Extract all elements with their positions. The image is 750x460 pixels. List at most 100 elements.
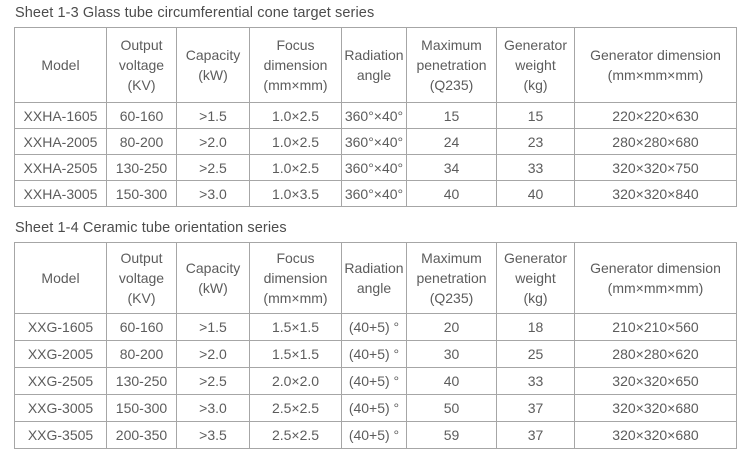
cell-radiation-angle: (40+5) °	[341, 367, 407, 395]
cell-max-penetration: 40	[406, 367, 497, 395]
cell-generator-dimension: 320×320×680	[574, 394, 737, 422]
cell-model: XXG-2505	[14, 367, 107, 395]
cell-output-voltage: 80-200	[106, 340, 177, 368]
cell-generator-dimension: 320×320×650	[574, 367, 737, 395]
cell-max-penetration: 59	[406, 421, 497, 449]
cell-generator-weight: 15	[496, 102, 575, 129]
cell-model: XXHA-2505	[14, 154, 107, 181]
column-header-capacity: Capacity (kW)	[176, 242, 250, 314]
column-header-generator-dimension: Generator dimension (mm×mm×mm)	[574, 27, 737, 103]
cell-focus-dimension: 1.0×2.5	[249, 154, 342, 181]
cell-generator-dimension: 280×280×620	[574, 340, 737, 368]
table-row: XXHA-2505 130-250 >2.5 1.0×2.5 360°×40° …	[14, 154, 737, 181]
cell-radiation-angle: (40+5) °	[341, 394, 407, 422]
glass-tube-section: Sheet 1-3 Glass tube circumferential con…	[14, 5, 737, 207]
cell-generator-weight: 33	[496, 367, 575, 395]
cell-capacity: >2.0	[176, 340, 250, 368]
cell-radiation-angle: (40+5) °	[341, 313, 407, 341]
header-row: Model Output voltage (KV) Capacity (kW) …	[14, 27, 737, 103]
cell-focus-dimension: 2.5×2.5	[249, 394, 342, 422]
cell-capacity: >2.5	[176, 367, 250, 395]
cell-generator-dimension: 210×210×560	[574, 313, 737, 341]
cell-max-penetration: 24	[406, 128, 497, 155]
table-row: XXHA-1605 60-160 >1.5 1.0×2.5 360°×40° 1…	[14, 102, 737, 129]
cell-generator-weight: 18	[496, 313, 575, 341]
cell-generator-dimension: 320×320×840	[574, 180, 737, 207]
sheet-1-3-title: Sheet 1-3 Glass tube circumferential con…	[15, 5, 375, 21]
cell-max-penetration: 15	[406, 102, 497, 129]
table-row: XXG-3005 150-300 >3.0 2.5×2.5 (40+5) ° 5…	[14, 394, 737, 422]
cell-focus-dimension: 2.0×2.0	[249, 367, 342, 395]
cell-output-voltage: 60-160	[106, 313, 177, 341]
table-row: XXG-2505 130-250 >2.5 2.0×2.0 (40+5) ° 4…	[14, 367, 737, 395]
cell-model: XXG-1605	[14, 313, 107, 341]
cell-output-voltage: 80-200	[106, 128, 177, 155]
cell-model: XXG-3505	[14, 421, 107, 449]
cell-radiation-angle: 360°×40°	[341, 154, 407, 181]
column-header-model: Model	[14, 242, 107, 314]
cell-output-voltage: 150-300	[106, 394, 177, 422]
cell-focus-dimension: 1.5×1.5	[249, 313, 342, 341]
cell-output-voltage: 130-250	[106, 154, 177, 181]
cell-output-voltage: 200-350	[106, 421, 177, 449]
cell-generator-dimension: 280×280×680	[574, 128, 737, 155]
column-header-max-penetration: Maximum penetration (Q235)	[406, 27, 497, 103]
cell-capacity: >3.0	[176, 180, 250, 207]
cell-generator-weight: 37	[496, 421, 575, 449]
cell-model: XXHA-3005	[14, 180, 107, 207]
table-row: XXG-1605 60-160 >1.5 1.5×1.5 (40+5) ° 20…	[14, 313, 737, 341]
cell-generator-weight: 25	[496, 340, 575, 368]
cell-output-voltage: 60-160	[106, 102, 177, 129]
cell-focus-dimension: 1.0×3.5	[249, 180, 342, 207]
glass-tube-spec-table: Model Output voltage (KV) Capacity (kW) …	[14, 27, 737, 207]
cell-max-penetration: 30	[406, 340, 497, 368]
cell-radiation-angle: (40+5) °	[341, 340, 407, 368]
header-row: Model Output voltage (KV) Capacity (kW) …	[14, 242, 737, 314]
column-header-radiation-angle: Radiation angle	[341, 242, 407, 314]
column-header-output-voltage: Output voltage (KV)	[106, 242, 177, 314]
cell-output-voltage: 130-250	[106, 367, 177, 395]
table-row: XXG-3505 200-350 >3.5 2.5×2.5 (40+5) ° 5…	[14, 421, 737, 449]
column-header-generator-weight: Generator weight (kg)	[496, 242, 575, 314]
column-header-output-voltage: Output voltage (KV)	[106, 27, 177, 103]
cell-output-voltage: 150-300	[106, 180, 177, 207]
cell-capacity: >2.5	[176, 154, 250, 181]
table-row: XXG-2005 80-200 >2.0 1.5×1.5 (40+5) ° 30…	[14, 340, 737, 368]
cell-max-penetration: 40	[406, 180, 497, 207]
table-row: XXHA-2005 80-200 >2.0 1.0×2.5 360°×40° 2…	[14, 128, 737, 155]
cell-generator-weight: 33	[496, 154, 575, 181]
column-header-max-penetration: Maximum penetration (Q235)	[406, 242, 497, 314]
column-header-focus-dimension: Focus dimension (mm×mm)	[249, 242, 342, 314]
sheet-1-4-title: Sheet 1-4 Ceramic tube orientation serie…	[15, 220, 287, 236]
cell-capacity: >3.5	[176, 421, 250, 449]
column-header-capacity: Capacity (kW)	[176, 27, 250, 103]
cell-model: XXHA-1605	[14, 102, 107, 129]
cell-generator-weight: 37	[496, 394, 575, 422]
column-header-focus-dimension: Focus dimension (mm×mm)	[249, 27, 342, 103]
cell-focus-dimension: 1.5×1.5	[249, 340, 342, 368]
cell-focus-dimension: 1.0×2.5	[249, 128, 342, 155]
cell-generator-dimension: 320×320×750	[574, 154, 737, 181]
cell-focus-dimension: 1.0×2.5	[249, 102, 342, 129]
column-header-generator-dimension: Generator dimension (mm×mm×mm)	[574, 242, 737, 314]
cell-capacity: >1.5	[176, 313, 250, 341]
cell-generator-weight: 23	[496, 128, 575, 155]
cell-focus-dimension: 2.5×2.5	[249, 421, 342, 449]
cell-model: XXG-3005	[14, 394, 107, 422]
cell-model: XXHA-2005	[14, 128, 107, 155]
ceramic-tube-spec-table: Model Output voltage (KV) Capacity (kW) …	[14, 242, 737, 449]
cell-generator-weight: 40	[496, 180, 575, 207]
cell-capacity: >1.5	[176, 102, 250, 129]
cell-max-penetration: 50	[406, 394, 497, 422]
cell-radiation-angle: 360°×40°	[341, 102, 407, 129]
cell-capacity: >2.0	[176, 128, 250, 155]
cell-model: XXG-2005	[14, 340, 107, 368]
cell-radiation-angle: 360°×40°	[341, 180, 407, 207]
cell-max-penetration: 34	[406, 154, 497, 181]
ceramic-tube-section: Sheet 1-4 Ceramic tube orientation serie…	[14, 220, 737, 449]
cell-generator-dimension: 220×220×630	[574, 102, 737, 129]
cell-radiation-angle: 360°×40°	[341, 128, 407, 155]
cell-radiation-angle: (40+5) °	[341, 421, 407, 449]
cell-capacity: >3.0	[176, 394, 250, 422]
